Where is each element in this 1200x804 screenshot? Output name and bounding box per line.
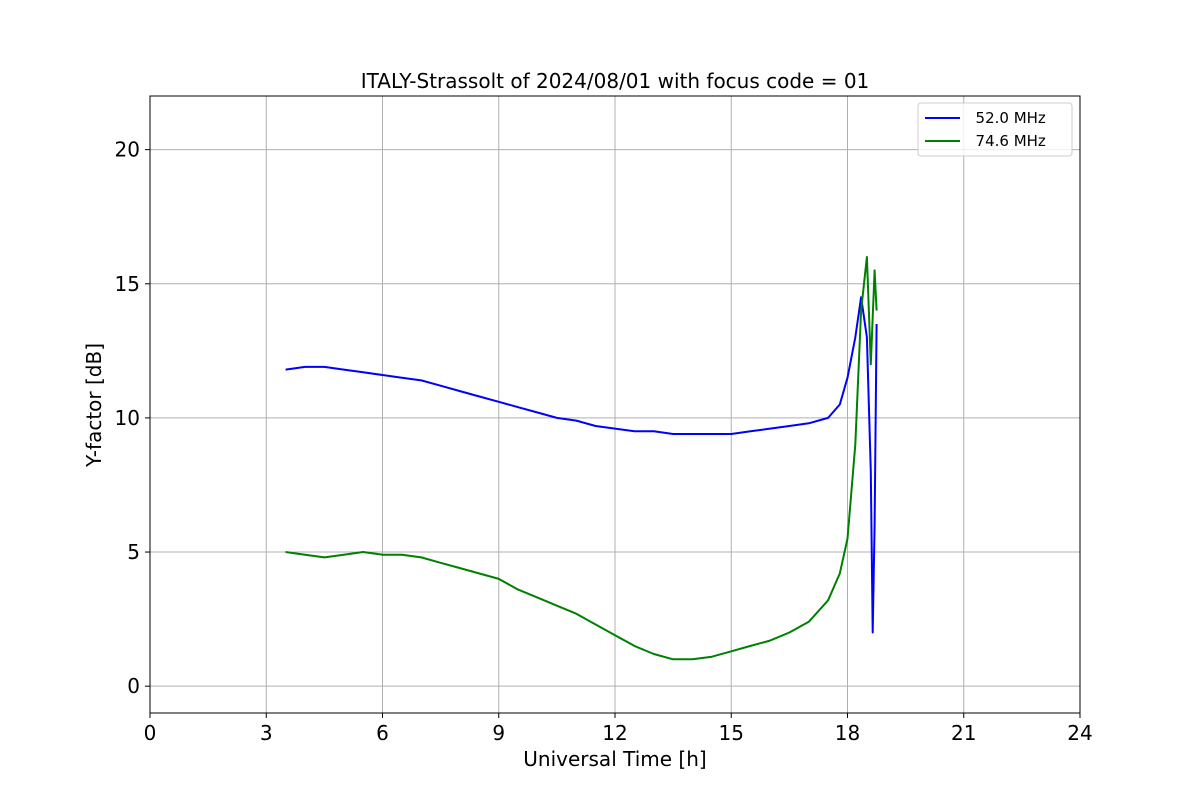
y-axis-label: Y-factor [dB] <box>82 343 106 468</box>
x-tick-label: 24 <box>1067 721 1092 745</box>
y-tick-label: 10 <box>115 406 140 430</box>
series-layer <box>285 256 878 661</box>
y-tick-label: 15 <box>115 272 140 296</box>
x-tick-label: 9 <box>492 721 505 745</box>
legend-frame <box>917 102 1073 157</box>
x-axis-label: Universal Time [h] <box>523 747 706 771</box>
x-tick-label: 18 <box>835 721 860 745</box>
axis-ticks: 0 3 6 9 12 15 18 21 24 0 5 10 15 20 <box>115 138 1093 745</box>
y-tick-label: 5 <box>127 540 140 564</box>
grid <box>150 96 1080 713</box>
legend: 52.0 MHz 74.6 MHz <box>917 102 1073 157</box>
y-tick-label: 0 <box>127 674 140 698</box>
legend-label-74mhz: 74.6 MHz <box>966 132 1046 150</box>
legend-label-52mhz: 52.0 MHz <box>966 109 1046 127</box>
chart-title: ITALY-Strassolt of 2024/08/01 with focus… <box>361 69 870 93</box>
x-tick-label: 15 <box>719 721 744 745</box>
y-tick-label: 20 <box>115 138 140 162</box>
x-tick-label: 21 <box>951 721 976 745</box>
series-line-52mhz <box>285 296 878 634</box>
series-line-74mhz <box>285 256 878 661</box>
x-tick-label: 3 <box>260 721 273 745</box>
x-tick-label: 0 <box>144 721 157 745</box>
x-tick-label: 6 <box>376 721 389 745</box>
x-tick-label: 12 <box>602 721 627 745</box>
